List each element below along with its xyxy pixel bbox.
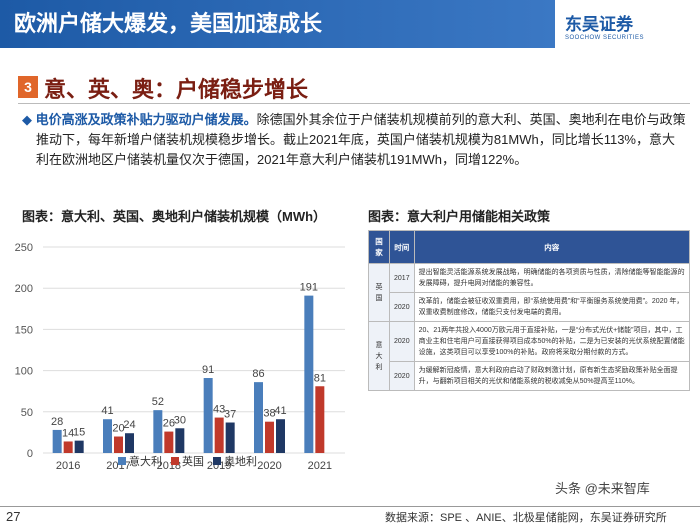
bar [254, 382, 263, 453]
value-label: 41 [274, 405, 286, 417]
bar [153, 410, 163, 453]
divider [18, 103, 690, 104]
bar [304, 295, 314, 453]
logo: 东吴证券 SOOCHOW SECURITIES [565, 10, 644, 41]
year-cell: 2020 [389, 321, 415, 362]
year-cell: 2017 [389, 263, 415, 293]
policy-table: 国家 时间 内容 英国 2017 提出智能灵活能源系统发展战略，明确储能的各项资质与性质，… [367, 230, 691, 391]
paragraph-text: 除德国外其余位于户储装机规模前列的意大利、英国、奥地利在电价与政策推动下，每年新… [36, 112, 686, 167]
paragraph: ◆ 电价高涨及政策补贴力驱动户储发展。除德国外其余位于户储装机规模前列的意大利、… [22, 112, 686, 167]
logo-en: SOOCHOW SECURITIES [565, 35, 645, 41]
content-cell: 改革前，储能会被征收双重费用，即“系统使用费”和“平衡服务系统使用费”。2020… [413, 292, 691, 322]
table-row: 英国 2017 提出智能灵活能源系统发展战略，明确储能的各项资质与性质，清除储能等智… [367, 263, 691, 322]
legend-swatch [171, 457, 179, 465]
footer-line [0, 506, 700, 507]
value-label: 38 [263, 408, 275, 420]
value-label: 43 [213, 404, 225, 416]
bar [125, 433, 134, 453]
bar [265, 421, 274, 453]
bar [214, 417, 224, 453]
value-label: 52 [152, 396, 164, 408]
page-number: 27 [6, 509, 21, 524]
content-cell: 为缓解新冠疫情，意大利政府启动了财政刺激计划，原有新生态奖励政策补贴全面提升，与… [413, 361, 691, 391]
table-row: 意大利 2020 20、21两年共投入4000万欧元用于直接补贴，一是“分布式光伏+… [367, 321, 691, 391]
year-cell: 2020 [389, 361, 415, 391]
bar [203, 378, 213, 453]
value-label: 91 [202, 364, 214, 376]
chart-title: 图表：意大利、英国、奥地利户储装机规模（MWh） [22, 209, 327, 224]
y-tick-label: 50 [21, 407, 33, 419]
content-cell: 20、21两年共投入4000万欧元用于直接补贴，一是“分布式光伏+储能”项目，其… [413, 321, 691, 362]
value-label: 26 [163, 418, 175, 430]
bar [103, 419, 112, 453]
value-label: 15 [73, 427, 85, 439]
legend-label: 英国 [182, 454, 204, 468]
value-label: 24 [123, 419, 135, 431]
legend-swatch [213, 457, 221, 465]
y-tick-label: 250 [15, 242, 33, 254]
bar [74, 440, 84, 453]
content-cell: 提出智能灵活能源系统发展战略，明确储能的各项资质与性质，清除储能等智能能源的发展… [413, 263, 691, 293]
country-cell: 英国 [367, 263, 391, 322]
chart: 0 50 100 150 200 250 28 41 52 91 86 191 14 20 26 43 38 81… [15, 242, 345, 472]
table-header: 国家 时间 内容 [367, 230, 691, 264]
table-row: 2020 为缓解新冠疫情，意大利政府启动了财政刺激计划，原有新生态奖励政策补贴全面… [369, 361, 691, 391]
value-label: 191 [300, 282, 318, 294]
value-label: 41 [101, 405, 113, 417]
logo-cn: 东吴证券 [565, 15, 633, 34]
table-title: 图表：意大利户用储能相关政策 [368, 209, 551, 224]
country-cell: 意大利 [367, 321, 391, 391]
header-cell: 国家 [367, 230, 391, 264]
year-cell: 2020 [389, 292, 415, 322]
bar [164, 431, 174, 453]
y-tick-label: 150 [15, 324, 33, 336]
table-row: 2020 改革前，储能会被征收双重费用，即“系统使用费”和“平衡服务系统使用费”。… [369, 292, 691, 322]
bar [175, 428, 185, 453]
bar [225, 422, 235, 453]
header-cell: 时间 [389, 230, 415, 264]
y-tick-label: 200 [15, 283, 33, 295]
bar [52, 429, 62, 453]
value-label: 37 [224, 409, 236, 421]
x-tick-label: 2016 [56, 460, 80, 472]
value-label: 81 [314, 372, 326, 384]
legend-label: 意大利 [129, 454, 162, 468]
legend-label: 奥地利 [224, 454, 257, 468]
watermark: 头条 @未来智库 [555, 481, 650, 496]
y-tick-label: 100 [15, 366, 33, 378]
header-cell: 内容 [413, 230, 691, 264]
value-label: 30 [174, 414, 186, 426]
header-title: 欧洲户储大爆发，美国加速成长 [0, 0, 555, 48]
legend-swatch [118, 457, 126, 465]
bar [114, 436, 123, 453]
source: 数据来源：SPE 、ANIE、北极星储能网，东吴证券研究所 [385, 512, 667, 524]
section-number: 3 [18, 76, 38, 98]
bar [276, 419, 285, 453]
value-label: 20 [112, 423, 124, 435]
value-label: 28 [51, 416, 63, 428]
paragraph-bold: 电价高涨及政策补贴力驱动户储发展。 [35, 112, 257, 127]
bar [315, 386, 325, 453]
x-tick-label: 2020 [257, 460, 281, 472]
x-tick-label: 2021 [308, 460, 332, 472]
bar [63, 441, 73, 453]
value-label: 86 [252, 368, 264, 380]
value-label: 14 [62, 427, 74, 439]
y-tick-label: 0 [27, 448, 33, 460]
section-title: 意、英、奥：户储稳步增长 [44, 77, 309, 102]
